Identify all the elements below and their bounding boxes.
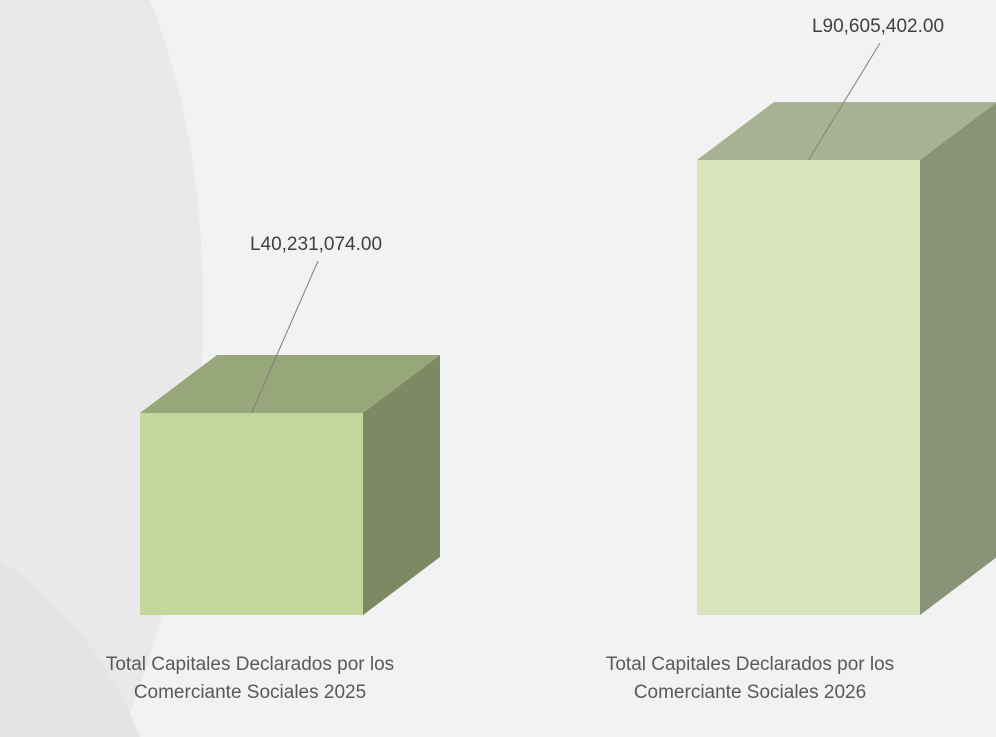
x-tick-label: Total Capitales Declarados por los Comer… (105, 654, 395, 703)
bar (697, 160, 920, 615)
bar-top (140, 354, 440, 413)
data-label: L90,605,402.00 (812, 16, 944, 37)
bar-top (697, 102, 996, 160)
bar (140, 412, 363, 615)
leader-line (808, 42, 881, 161)
bar-side (363, 354, 440, 615)
leader-line (251, 260, 319, 414)
data-label: L40,231,074.00 (250, 234, 382, 255)
background-shape (0, 560, 140, 737)
x-tick-label: Total Capitales Declarados por los Comer… (605, 654, 895, 703)
bar-side (920, 102, 996, 615)
